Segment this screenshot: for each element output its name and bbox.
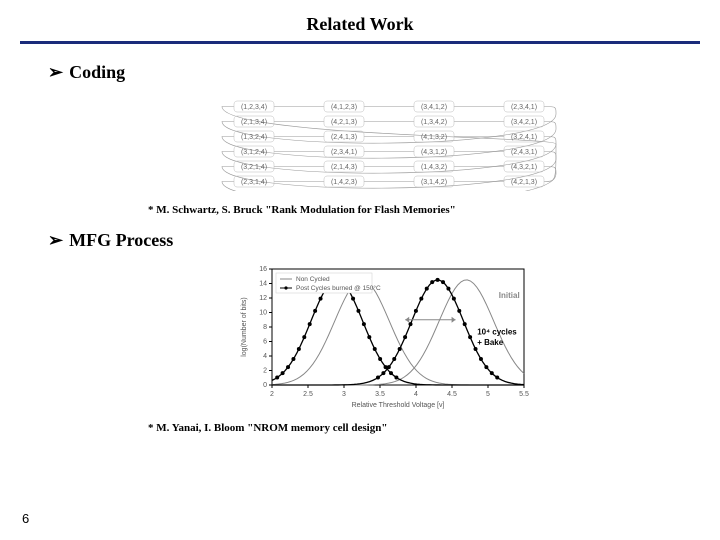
svg-text:4: 4	[263, 353, 267, 360]
svg-text:(2,1,4,3): (2,1,4,3)	[331, 164, 357, 171]
svg-text:(2,4,3,1): (2,4,3,1)	[511, 149, 537, 156]
section-coding-head: ➢ Coding	[48, 62, 720, 83]
title-rule	[20, 41, 700, 44]
svg-text:10: 10	[259, 310, 267, 317]
svg-text:Initial: Initial	[499, 291, 520, 300]
svg-text:(2,4,1,3): (2,4,1,3)	[331, 134, 357, 141]
mfg-figure: 22.533.544.555.50246810121416Relative Th…	[48, 259, 720, 414]
svg-text:Relative Threshold Voltage [v]: Relative Threshold Voltage [v]	[352, 402, 445, 409]
svg-text:12: 12	[259, 295, 267, 302]
section-mfg-head: ➢ MFG Process	[48, 230, 720, 251]
svg-text:10⁴ cycles: 10⁴ cycles	[477, 327, 517, 336]
page-title: Related Work	[0, 0, 720, 35]
heading-coding: Coding	[69, 62, 125, 82]
citation-coding: * M. Schwartz, S. Bruck "Rank Modulation…	[148, 204, 720, 216]
svg-text:3: 3	[342, 391, 346, 398]
svg-text:+ Bake: + Bake	[477, 338, 504, 347]
bullet-mfg: ➢	[48, 230, 63, 250]
svg-text:0: 0	[263, 382, 267, 389]
svg-text:(1,4,3,2): (1,4,3,2)	[421, 164, 447, 171]
permutation-diagram: (1,2,3,4) (4,1,2,3) (3,4,1,2) (2,3,4,1) (2,1…	[194, 91, 574, 191]
svg-text:(3,4,1,2): (3,4,1,2)	[421, 104, 447, 111]
svg-text:6: 6	[263, 339, 267, 346]
svg-text:(2,1,3,4): (2,1,3,4)	[241, 119, 267, 126]
svg-text:(4,1,2,3): (4,1,2,3)	[331, 104, 357, 111]
svg-text:(3,2,1,4): (3,2,1,4)	[241, 164, 267, 171]
svg-text:4: 4	[414, 391, 418, 398]
section-coding: ➢ Coding (1,2,3,4) (4,1,2,3) (3,4,1,2) (2,3,…	[48, 62, 720, 216]
svg-text:8: 8	[263, 324, 267, 331]
svg-text:(3,1,2,4): (3,1,2,4)	[241, 149, 267, 156]
svg-text:(3,1,4,2): (3,1,4,2)	[421, 179, 447, 186]
svg-text:3.5: 3.5	[375, 391, 385, 398]
svg-text:(2,3,1,4): (2,3,1,4)	[241, 179, 267, 186]
svg-text:14: 14	[259, 281, 267, 288]
svg-text:(4,1,3,2): (4,1,3,2)	[421, 134, 447, 141]
heading-mfg: MFG Process	[69, 230, 173, 250]
svg-text:(4,3,2,1): (4,3,2,1)	[511, 164, 537, 171]
svg-text:log(Number of bits): log(Number of bits)	[241, 297, 248, 357]
svg-text:16: 16	[259, 266, 267, 273]
section-mfg: ➢MFG Process 22.533.544.555.502468101214…	[48, 230, 720, 434]
svg-text:Non Cycled: Non Cycled	[296, 276, 330, 283]
svg-text:(1,3,2,4): (1,3,2,4)	[241, 134, 267, 141]
svg-text:(3,2,4,1): (3,2,4,1)	[511, 134, 537, 141]
svg-text:5: 5	[486, 391, 490, 398]
citation-mfg: * M. Yanai, I. Bloom "NROM memory cell d…	[148, 422, 720, 434]
svg-text:(2,3,4,1): (2,3,4,1)	[511, 104, 537, 111]
page-number: 6	[22, 511, 29, 526]
svg-text:(1,2,3,4): (1,2,3,4)	[241, 104, 267, 111]
svg-text:(1,4,2,3): (1,4,2,3)	[331, 179, 357, 186]
svg-text:2: 2	[263, 368, 267, 375]
svg-text:(4,3,1,2): (4,3,1,2)	[421, 149, 447, 156]
svg-text:(2,3,4,1): (2,3,4,1)	[331, 149, 357, 156]
threshold-chart: 22.533.544.555.50246810121416Relative Th…	[234, 259, 534, 409]
svg-text:(4,2,1,3): (4,2,1,3)	[511, 179, 537, 186]
svg-text:Post Cycles burned @ 150°C: Post Cycles burned @ 150°C	[296, 284, 381, 292]
svg-text:(1,3,4,2): (1,3,4,2)	[421, 119, 447, 126]
svg-text:(3,4,2,1): (3,4,2,1)	[511, 119, 537, 126]
svg-text:4.5: 4.5	[447, 391, 457, 398]
svg-text:(4,2,1,3): (4,2,1,3)	[331, 119, 357, 126]
bullet-coding: ➢	[48, 62, 63, 82]
svg-text:2.5: 2.5	[303, 391, 313, 398]
svg-text:2: 2	[270, 391, 274, 398]
coding-figure: (1,2,3,4) (4,1,2,3) (3,4,1,2) (2,3,4,1) (2,1…	[48, 91, 720, 196]
svg-text:5.5: 5.5	[519, 391, 529, 398]
